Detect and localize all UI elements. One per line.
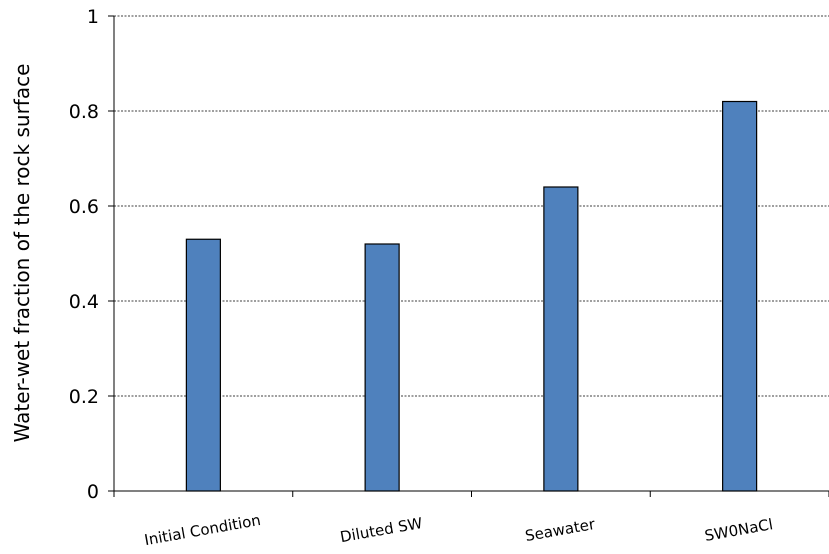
- x-ticks: Initial Condition Diluted SW Seawater SW0Na…: [113, 491, 829, 549]
- axes: [113, 16, 829, 492]
- x-tick-label: Seawater: [524, 515, 598, 545]
- bar-1: [364, 243, 400, 492]
- y-tick-label: 0.8: [69, 101, 99, 123]
- x-tick-label: Initial Condition: [143, 511, 262, 549]
- y-axis-label: Water-wet fraction of the rock surface: [10, 64, 34, 443]
- bar-2: [543, 186, 579, 492]
- y-ticks: 0 0.2 0.4 0.6 0.8 1: [69, 6, 114, 503]
- x-tick-label: SW0NaCl: [703, 515, 774, 545]
- bar-0: [185, 238, 221, 492]
- bar-3: [722, 100, 758, 492]
- x-tick-label: Diluted SW: [339, 514, 424, 546]
- y-tick-label: 0.6: [69, 196, 99, 218]
- gridlines: [114, 15, 829, 397]
- y-tick-label: 1: [87, 6, 99, 28]
- y-tick-label: 0.2: [69, 386, 99, 408]
- bars: [185, 100, 758, 492]
- y-tick-label: 0: [87, 481, 99, 503]
- y-tick-label: 0.4: [69, 291, 99, 313]
